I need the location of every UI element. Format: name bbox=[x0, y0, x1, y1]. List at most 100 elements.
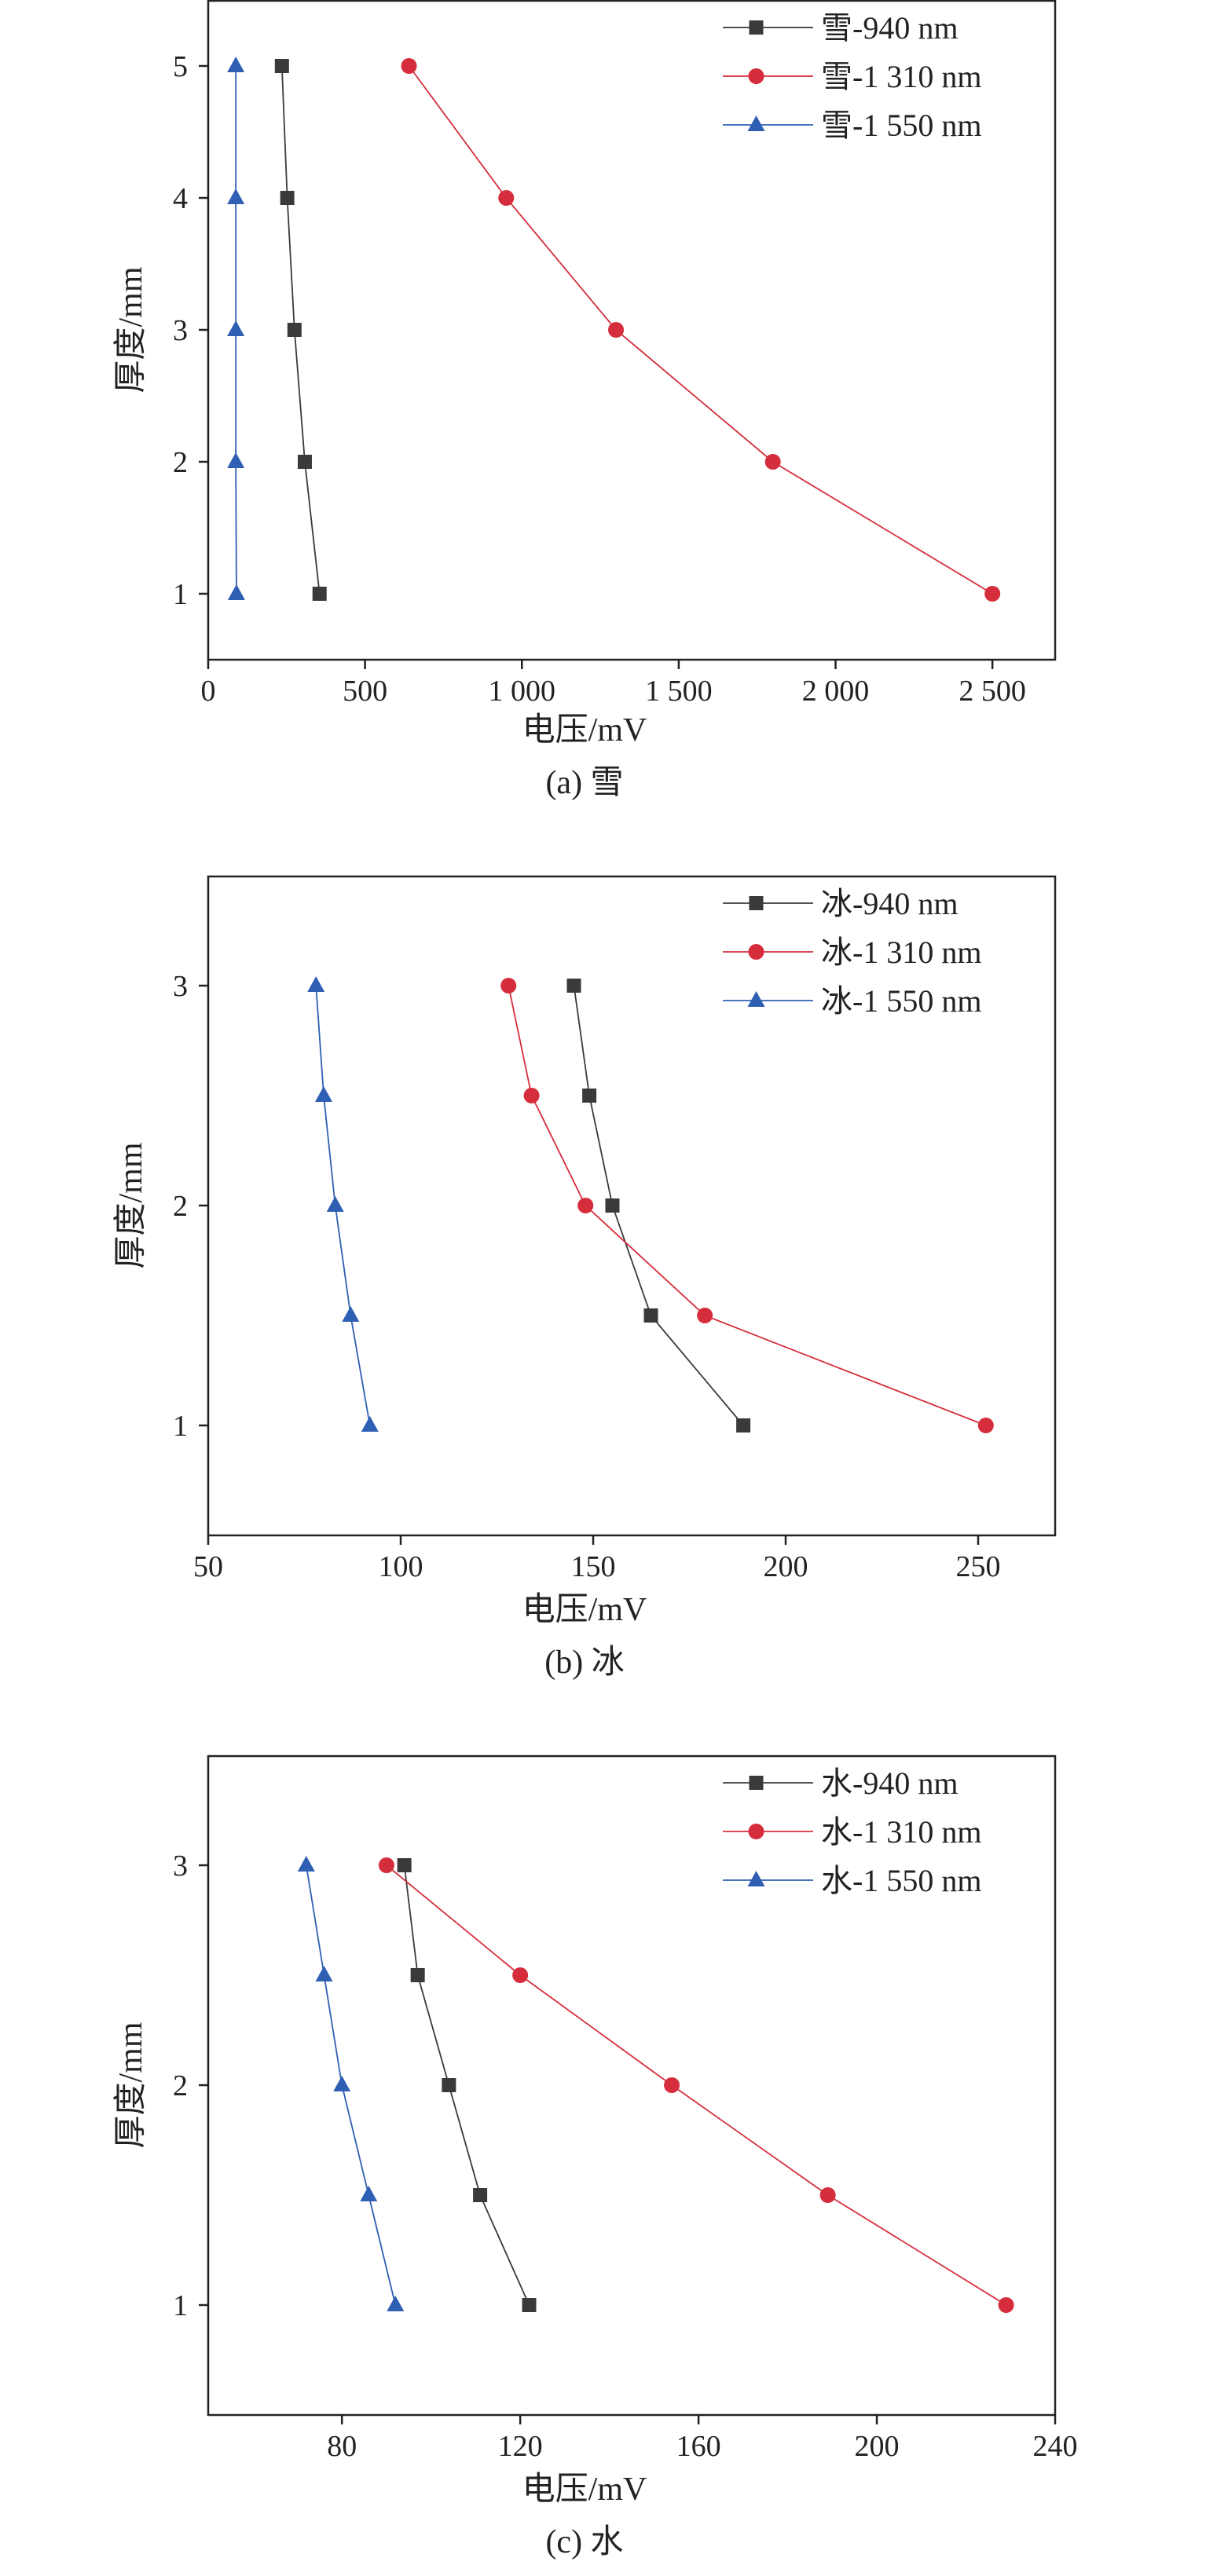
legend-label: 水-940 nm bbox=[821, 1766, 958, 1801]
x-axis-label: 电压/mV bbox=[522, 2472, 647, 2508]
data-point bbox=[523, 1088, 540, 1103]
data-point bbox=[274, 59, 289, 73]
y-tick-label: 3 bbox=[173, 970, 188, 1003]
data-point bbox=[984, 586, 1001, 602]
y-tick-label: 3 bbox=[173, 1850, 188, 1883]
data-point bbox=[227, 320, 245, 336]
legend-label: 雪-1 550 nm bbox=[821, 108, 981, 143]
x-axis-label: 电压/mV bbox=[522, 712, 647, 748]
data-point bbox=[522, 2298, 537, 2312]
series-2 bbox=[500, 978, 994, 1433]
data-point bbox=[608, 322, 625, 338]
legend-label: 冰-940 nm bbox=[821, 886, 958, 921]
x-tick-label: 1 500 bbox=[645, 675, 713, 708]
data-point bbox=[280, 191, 295, 205]
data-point bbox=[697, 1308, 713, 1323]
chart-panel-3: 80 120 160 200 240 1 2 3 电压/mV 厚度/mm (c) 水 水-940 nm… bbox=[113, 1755, 1078, 2560]
data-point bbox=[566, 979, 581, 993]
y-tick-label: 1 bbox=[173, 1410, 188, 1443]
data-point bbox=[442, 2078, 456, 2092]
x-tick-label: 160 bbox=[676, 2430, 721, 2463]
plot-frame bbox=[207, 1755, 1057, 2417]
data-point bbox=[312, 587, 327, 601]
y-tick-label: 1 bbox=[173, 578, 188, 611]
x-tick-label: 50 bbox=[193, 1550, 223, 1583]
series-1 bbox=[397, 1858, 537, 2312]
y-axis-label: 厚度/mm bbox=[113, 2022, 149, 2148]
x-axis-label: 电压/mV bbox=[522, 1592, 647, 1628]
legend-marker bbox=[749, 896, 764, 910]
plot-frame bbox=[207, 0, 1057, 661]
data-point bbox=[819, 2187, 836, 2203]
y-axis-label: 厚度/mm bbox=[113, 1142, 149, 1268]
panel-caption: (a) 雪 bbox=[545, 765, 623, 801]
legend: 冰-940 nm 冰-1 310 nm 冰-1 550 nm bbox=[723, 886, 981, 1019]
legend-marker bbox=[747, 991, 765, 1007]
series-3 bbox=[307, 976, 379, 1432]
data-point bbox=[473, 2188, 488, 2202]
x-tick-label: 100 bbox=[379, 1550, 423, 1583]
legend-marker bbox=[748, 1824, 764, 1839]
legend: 水-940 nm 水-1 310 nm 水-1 550 nm bbox=[723, 1766, 981, 1898]
x-tick-label: 2 000 bbox=[802, 675, 870, 708]
legend-marker bbox=[749, 20, 764, 35]
series-3 bbox=[297, 1856, 405, 2311]
data-point bbox=[360, 2186, 378, 2201]
x-tick-label: 120 bbox=[498, 2430, 543, 2463]
y-tick-label: 2 bbox=[173, 2069, 188, 2102]
panel-caption: (c) 水 bbox=[545, 2524, 623, 2560]
data-point bbox=[297, 455, 312, 469]
x-tick-label: 80 bbox=[327, 2430, 357, 2463]
series-1 bbox=[274, 59, 327, 601]
series-line bbox=[573, 985, 744, 1426]
legend-label: 水-1 310 nm bbox=[821, 1814, 981, 1850]
legend-marker bbox=[748, 944, 764, 960]
legend-marker bbox=[747, 1871, 765, 1886]
data-point bbox=[387, 2296, 405, 2311]
y-axis-label: 厚度/mm bbox=[113, 266, 149, 393]
data-point bbox=[227, 584, 245, 600]
data-point bbox=[333, 2076, 351, 2091]
series-line bbox=[305, 1864, 397, 2306]
x-tick-label: 500 bbox=[343, 675, 387, 708]
data-point bbox=[764, 454, 781, 470]
data-point bbox=[361, 1416, 379, 1432]
series-line bbox=[408, 65, 993, 595]
y-tick-label: 1 bbox=[173, 2289, 188, 2322]
data-point bbox=[500, 978, 517, 993]
x-tick-label: 2 500 bbox=[959, 675, 1026, 708]
data-point bbox=[397, 1858, 412, 1872]
data-point bbox=[297, 1856, 315, 1872]
chart-panel-2: 50 100 150 200 250 1 2 3 电压/mV 厚度/mm (b) 冰 冰-940 nm… bbox=[113, 875, 1057, 1681]
y-tick-label: 5 bbox=[173, 50, 188, 83]
x-tick-label: 150 bbox=[571, 1550, 616, 1583]
legend: 雪-940 nm 雪-1 310 nm 雪-1 550 nm bbox=[723, 10, 981, 143]
data-point bbox=[736, 1418, 751, 1433]
data-point bbox=[378, 1857, 394, 1873]
x-tick-label: 200 bbox=[764, 1550, 808, 1583]
data-point bbox=[401, 58, 417, 74]
data-point bbox=[227, 57, 245, 72]
legend-label: 雪-940 nm bbox=[821, 10, 958, 46]
data-point bbox=[287, 323, 302, 337]
data-point bbox=[342, 1306, 360, 1322]
legend-marker bbox=[747, 115, 765, 131]
legend-marker bbox=[749, 1776, 764, 1790]
series-line bbox=[386, 1864, 1007, 2306]
data-point bbox=[664, 2077, 680, 2093]
data-point bbox=[605, 1198, 620, 1213]
series-1 bbox=[566, 979, 751, 1433]
x-tick-label: 0 bbox=[201, 675, 216, 708]
data-point bbox=[582, 1089, 597, 1103]
y-tick-label: 4 bbox=[173, 182, 188, 215]
x-tick-label: 250 bbox=[956, 1550, 1001, 1583]
y-tick-label: 2 bbox=[173, 1190, 188, 1223]
data-point bbox=[326, 1196, 344, 1212]
chart-panel-1: 0 500 1 000 1 500 2 000 2 500 1 2 3 4 5 电压/mV 厚度/mm (… bbox=[113, 0, 1057, 801]
data-point bbox=[498, 190, 515, 206]
data-point bbox=[227, 188, 245, 204]
legend-label: 水-1 550 nm bbox=[821, 1863, 981, 1898]
data-point bbox=[315, 1086, 332, 1102]
legend-label: 冰-1 550 nm bbox=[821, 983, 981, 1019]
